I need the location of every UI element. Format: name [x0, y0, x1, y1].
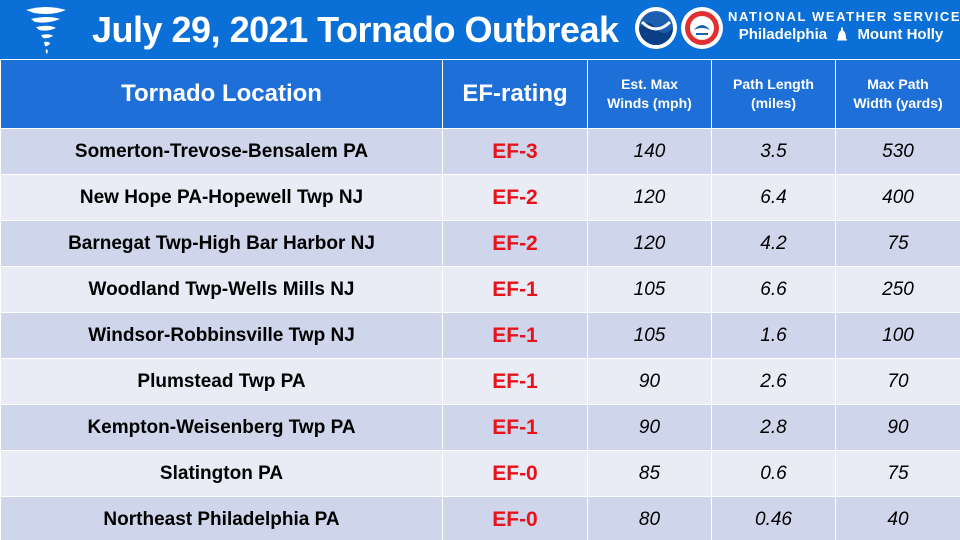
cell-location: Woodland Twp-Wells Mills NJ	[0, 266, 443, 313]
cell-ef-rating: EF-1	[442, 404, 588, 451]
cell-ef-rating: EF-0	[442, 496, 588, 540]
col-header-winds: Est. Max Winds (mph)	[587, 59, 712, 129]
cell-location: Slatington PA	[0, 450, 443, 497]
cell-winds: 90	[587, 358, 712, 405]
cell-winds: 120	[587, 220, 712, 267]
page-title: July 29, 2021 Tornado Outbreak	[92, 9, 619, 50]
office-mount-holly: Mount Holly	[857, 26, 944, 43]
col-header-length-line1: Path Length	[733, 76, 814, 92]
cell-winds: 105	[587, 266, 712, 313]
cell-winds: 80	[587, 496, 712, 540]
table-row: Somerton-Trevose-Bensalem PA EF-3 140 3.…	[0, 128, 960, 175]
cell-winds: 105	[587, 312, 712, 359]
cell-winds: 140	[587, 128, 712, 175]
col-header-winds-line2: Winds (mph)	[607, 95, 692, 111]
cell-path-width: 70	[835, 358, 960, 405]
cell-path-width: 90	[835, 404, 960, 451]
cell-ef-rating: EF-2	[442, 174, 588, 221]
cell-path-width: 250	[835, 266, 960, 313]
col-header-length-line2: (miles)	[750, 95, 797, 111]
tornado-icon	[26, 7, 66, 54]
cell-location: Northeast Philadelphia PA	[0, 496, 443, 540]
tornado-table-wrapper: Tornado Location EF-rating Est. Max Winds…	[0, 59, 960, 540]
cell-path-width: 100	[835, 312, 960, 359]
nws-logo	[681, 7, 723, 49]
table-row: Windsor-Robbinsville Twp NJ EF-1 105 1.6…	[0, 312, 960, 359]
cell-location: Windsor-Robbinsville Twp NJ	[0, 312, 443, 359]
cell-path-length: 2.6	[711, 358, 836, 405]
noaa-logo	[635, 7, 677, 49]
table-row: Northeast Philadelphia PA EF-0 80 0.46 4…	[0, 496, 960, 540]
cell-path-width: 530	[835, 128, 960, 175]
col-header-location: Tornado Location	[0, 59, 443, 129]
table-row: Barnegat Twp-High Bar Harbor NJ EF-2 120…	[0, 220, 960, 267]
cell-path-length: 0.6	[711, 450, 836, 497]
cell-ef-rating: EF-1	[442, 266, 588, 313]
table-row: New Hope PA-Hopewell Twp NJ EF-2 120 6.4…	[0, 174, 960, 221]
col-header-path-length: Path Length (miles)	[711, 59, 836, 129]
cell-path-length: 4.2	[711, 220, 836, 267]
table-row: Woodland Twp-Wells Mills NJ EF-1 105 6.6…	[0, 266, 960, 313]
office-philadelphia: Philadelphia	[738, 26, 828, 43]
cell-location: New Hope PA-Hopewell Twp NJ	[0, 174, 443, 221]
cell-ef-rating: EF-2	[442, 220, 588, 267]
col-header-winds-line1: Est. Max	[621, 76, 678, 92]
cell-path-length: 3.5	[711, 128, 836, 175]
cell-ef-rating: EF-0	[442, 450, 588, 497]
cell-winds: 120	[587, 174, 712, 221]
cell-path-length: 0.46	[711, 496, 836, 540]
cell-path-length: 6.4	[711, 174, 836, 221]
cell-location: Plumstead Twp PA	[0, 358, 443, 405]
table-row: Slatington PA EF-0 85 0.6 75	[0, 450, 960, 497]
cell-path-width: 400	[835, 174, 960, 221]
table-row: Kempton-Weisenberg Twp PA EF-1 90 2.8 90	[0, 404, 960, 451]
col-header-ef-rating: EF-rating	[442, 59, 588, 129]
title-bar: July 29, 2021 Tornado Outbreak NATIONAL …	[0, 0, 960, 59]
tornado-table: Tornado Location EF-rating Est. Max Winds…	[0, 59, 960, 540]
cell-winds: 90	[587, 404, 712, 451]
cell-location: Barnegat Twp-High Bar Harbor NJ	[0, 220, 443, 267]
nws-name: NATIONAL WEATHER SERVICE	[728, 9, 960, 24]
cell-path-width: 75	[835, 220, 960, 267]
table-header-row: Tornado Location EF-rating Est. Max Winds…	[0, 59, 960, 129]
col-header-width-line1: Max Path	[867, 76, 929, 92]
nws-office: Philadelphia Mount Holly	[728, 26, 954, 43]
cell-ef-rating: EF-3	[442, 128, 588, 175]
liberty-bell-icon	[837, 27, 848, 41]
cell-location: Kempton-Weisenberg Twp PA	[0, 404, 443, 451]
cell-ef-rating: EF-1	[442, 312, 588, 359]
cell-path-length: 2.8	[711, 404, 836, 451]
cell-winds: 85	[587, 450, 712, 497]
cell-path-width: 40	[835, 496, 960, 540]
cell-path-width: 75	[835, 450, 960, 497]
col-header-path-width: Max Path Width (yards)	[835, 59, 960, 129]
nws-office-label: NATIONAL WEATHER SERVICE Philadelphia Mo…	[728, 9, 960, 43]
cell-location: Somerton-Trevose-Bensalem PA	[0, 128, 443, 175]
table-row: Plumstead Twp PA EF-1 90 2.6 70	[0, 358, 960, 405]
cell-path-length: 6.6	[711, 266, 836, 313]
col-header-width-line2: Width (yards)	[853, 95, 943, 111]
cell-path-length: 1.6	[711, 312, 836, 359]
cell-ef-rating: EF-1	[442, 358, 588, 405]
